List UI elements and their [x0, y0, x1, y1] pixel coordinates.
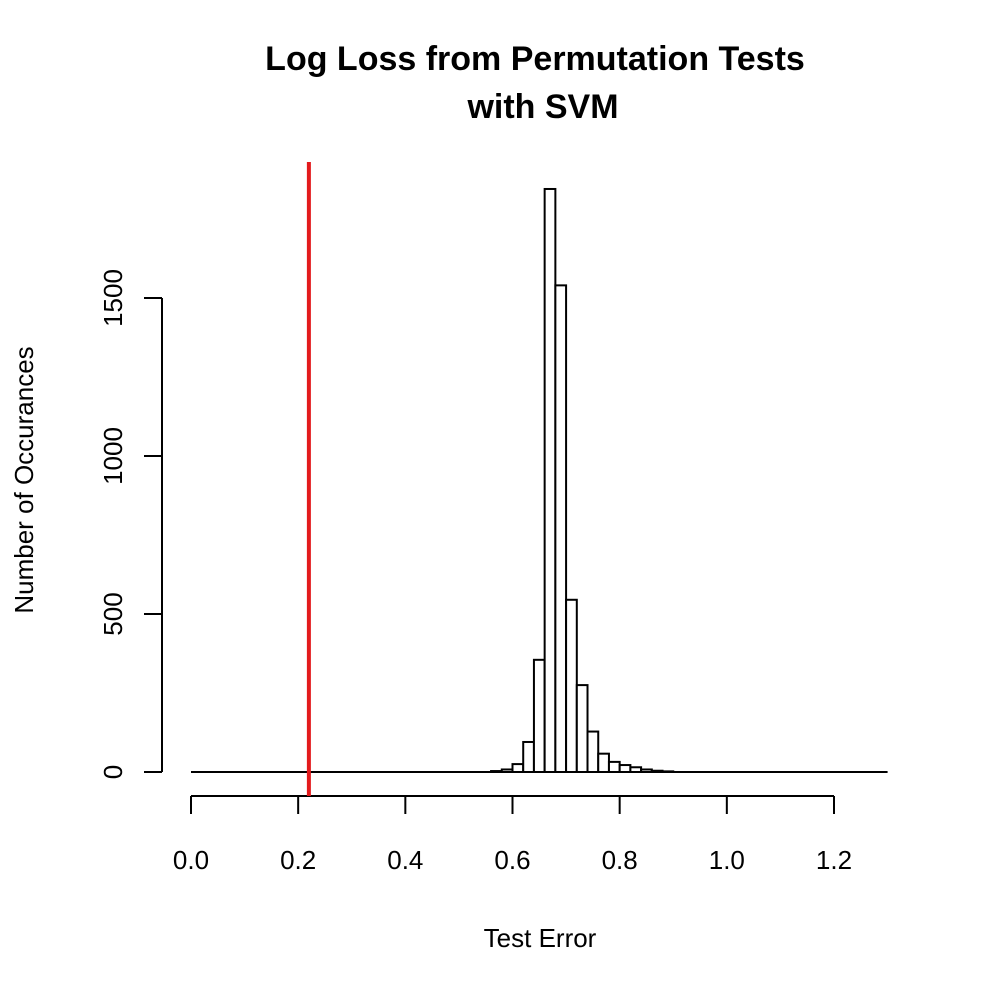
histogram-bars	[191, 187, 888, 774]
histogram-bar	[607, 760, 621, 773]
x-axis-label: Test Error	[484, 923, 597, 953]
y-tick-label: 1500	[98, 269, 128, 327]
histogram-bar	[586, 730, 600, 773]
x-tick-label: 0.0	[173, 845, 209, 875]
histogram-bar	[575, 684, 589, 773]
x-axis: 0.0 0.2 0.4 0.6 0.8 1.0 1.2	[173, 795, 852, 875]
y-tick-label: 1000	[98, 427, 128, 485]
y-tick-label: 500	[98, 592, 128, 635]
histogram-bar	[554, 284, 568, 773]
x-tick-label: 0.2	[280, 845, 316, 875]
y-axis: 0 500 1000 1500	[98, 269, 163, 779]
x-tick-label: 0.4	[387, 845, 423, 875]
histogram-bar	[650, 769, 664, 774]
x-tick-label: 1.0	[709, 845, 745, 875]
y-axis-label: Number of Occurances	[9, 346, 39, 613]
histogram-bar	[565, 598, 578, 774]
histogram-bar	[532, 658, 546, 774]
histogram-bar	[629, 766, 643, 774]
histogram-bar	[522, 740, 535, 773]
histogram-bar	[640, 768, 653, 773]
chart-title-line-2: with SVM	[466, 88, 618, 126]
x-tick-label: 0.6	[494, 845, 530, 875]
chart-title-line-1: Log Loss from Permutation Tests	[265, 40, 805, 78]
x-tick-label: 0.8	[602, 845, 638, 875]
histogram-bar	[597, 752, 610, 773]
y-tick-label: 0	[98, 765, 128, 779]
histogram-bar	[543, 187, 557, 774]
histogram-bar	[618, 764, 632, 773]
histogram-bar	[500, 768, 514, 773]
histogram-bar	[661, 770, 675, 773]
histogram-bar	[490, 770, 503, 774]
histogram-bar	[511, 763, 525, 773]
x-tick-label: 1.2	[816, 845, 852, 875]
